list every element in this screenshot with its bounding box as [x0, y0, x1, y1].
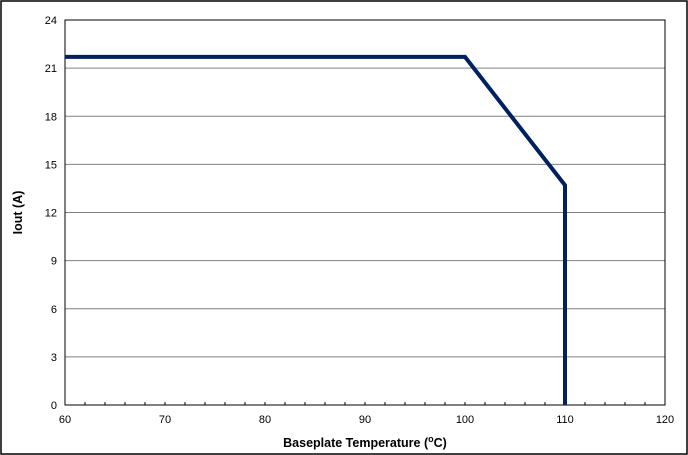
minor-ticks — [84, 402, 646, 405]
x-axis-title-end: C) — [434, 436, 447, 450]
y-tick-label-0: 0 — [51, 400, 57, 412]
x-tick-label-80: 80 — [259, 414, 271, 426]
x-axis-title: Baseplate Temperature (oC) — [283, 434, 447, 450]
gridlines — [65, 19, 665, 358]
x-axis-title-degree: o — [428, 434, 434, 444]
y-axis-title: Iout (A) — [11, 191, 25, 235]
y-tick-label-3: 3 — [51, 352, 57, 364]
x-tick-label-110: 110 — [556, 414, 574, 426]
x-axis-title-main: Baseplate Temperature ( — [283, 436, 429, 450]
x-tick-label-90: 90 — [359, 414, 371, 426]
y-tick-label-21: 21 — [45, 63, 57, 75]
y-tick-label-12: 12 — [45, 208, 57, 220]
y-tick-label-6: 6 — [51, 304, 57, 316]
y-tick-label-15: 15 — [45, 159, 57, 171]
x-tick-label-70: 70 — [159, 414, 171, 426]
x-tick-labels: 60 70 80 90 100 110 120 — [59, 414, 674, 426]
y-tick-labels: 0 3 6 9 12 15 18 21 24 — [45, 15, 57, 412]
series-line — [65, 54, 567, 405]
x-tick-label-60: 60 — [59, 414, 71, 426]
y-tick-label-18: 18 — [45, 111, 57, 123]
x-tick-label-100: 100 — [456, 414, 474, 426]
y-tick-label-9: 9 — [51, 256, 57, 268]
x-tick-label-120: 120 — [656, 414, 674, 426]
y-tick-label-24: 24 — [45, 15, 57, 27]
